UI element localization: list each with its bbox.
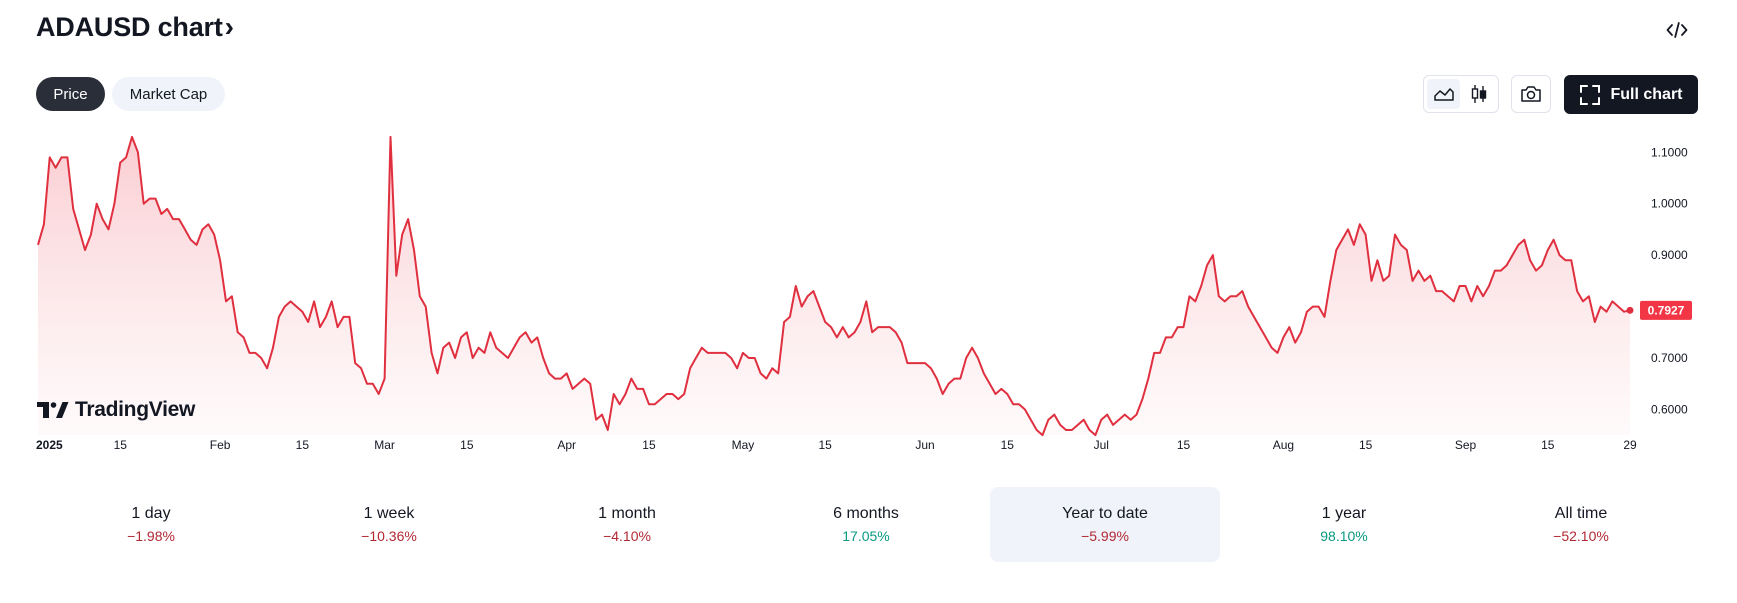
x-tick-label: 2025 <box>36 438 63 452</box>
period-all-time[interactable]: All time −52.10% <box>1466 487 1696 562</box>
x-tick-label: Aug <box>1273 438 1294 452</box>
tradingview-logo: TradingView <box>37 398 195 422</box>
period-change: −4.10% <box>603 528 651 544</box>
period-label: 1 month <box>598 505 656 522</box>
last-price-tag-bg <box>1640 300 1692 320</box>
period-change: −1.98% <box>127 528 175 544</box>
x-tick-label: May <box>732 438 755 452</box>
last-price-label: 0.7927 <box>1648 303 1685 317</box>
period-change: 17.05% <box>842 528 890 544</box>
period-change: −10.36% <box>361 528 417 544</box>
x-tick-label: 15 <box>296 438 310 452</box>
period-1-week[interactable]: 1 week −10.36% <box>274 487 504 562</box>
period-1-year[interactable]: 1 year 98.10% <box>1229 487 1459 562</box>
candlestick-button[interactable] <box>1462 79 1495 109</box>
area-chart-icon <box>1433 88 1454 101</box>
price-area-fill <box>38 136 1630 436</box>
embed-code-button[interactable] <box>1662 16 1692 44</box>
period-label: 6 months <box>833 505 899 522</box>
x-tick-label: 15 <box>460 438 474 452</box>
code-icon <box>1666 22 1688 38</box>
period-label: 1 week <box>363 505 415 522</box>
tab-price[interactable]: Price <box>36 77 105 111</box>
x-tick-label: Sep <box>1455 438 1477 452</box>
period-selector: 1 day −1.98% 1 week −10.36% 1 month −4.1… <box>36 487 1696 562</box>
y-tick-label: 0.7000 <box>1651 351 1688 365</box>
y-tick-label: 1.1000 <box>1651 145 1688 159</box>
period-1-day[interactable]: 1 day −1.98% <box>36 487 266 562</box>
x-axis: 2025 15 Feb 15 Mar 15 Apr 15 May 15 Jun 15 Jul 15 Aug 1… <box>36 438 1637 452</box>
period-change: −52.10% <box>1553 528 1609 544</box>
x-tick-label: Mar <box>374 438 395 452</box>
period-6-months[interactable]: 6 months 17.05% <box>751 487 981 562</box>
last-price-dot <box>1626 306 1634 314</box>
x-tick-label: 15 <box>1001 438 1015 452</box>
chart-title-link[interactable]: ADAUSD chart › <box>36 10 234 43</box>
tradingview-wordmark: TradingView <box>75 398 196 421</box>
camera-icon <box>1521 86 1541 102</box>
area-chart-button[interactable] <box>1427 79 1460 109</box>
page-title: ADAUSD chart <box>36 12 223 42</box>
period-1-month[interactable]: 1 month −4.10% <box>512 487 742 562</box>
x-tick-label: 15 <box>114 438 128 452</box>
x-tick-label: 15 <box>819 438 833 452</box>
period-label: Year to date <box>1062 505 1148 522</box>
chevron-right-icon: › <box>224 10 234 42</box>
x-tick-label: 15 <box>1541 438 1555 452</box>
period-change: 98.10% <box>1320 528 1368 544</box>
y-tick-label: 1.0000 <box>1651 197 1688 211</box>
tab-market-cap[interactable]: Market Cap <box>112 77 225 111</box>
x-tick-label: Apr <box>557 438 576 452</box>
period-label: 1 year <box>1321 505 1367 522</box>
full-chart-label: Full chart <box>1610 85 1683 103</box>
snapshot-button[interactable] <box>1511 75 1551 113</box>
fullscreen-icon <box>1580 84 1601 105</box>
tradingview-icon <box>37 402 69 418</box>
x-tick-label: Jun <box>915 438 934 452</box>
y-tick-label: 0.9000 <box>1651 248 1688 262</box>
x-tick-label: 29 <box>1623 438 1637 452</box>
candlestick-icon <box>1471 85 1486 103</box>
last-price-tag: 0.7927 <box>1626 300 1692 320</box>
x-tick-label: Jul <box>1094 438 1109 452</box>
y-tick-label: 0.6000 <box>1651 402 1688 416</box>
period-change: −5.99% <box>1081 528 1129 544</box>
x-tick-label: 15 <box>642 438 656 452</box>
price-series-line <box>37 135 1631 437</box>
x-tick-label: 15 <box>1177 438 1191 452</box>
x-tick-label: 15 <box>1359 438 1373 452</box>
period-year-to-date[interactable]: Year to date −5.99% <box>990 487 1220 562</box>
period-label: 1 day <box>131 505 171 522</box>
chart-style-toggle <box>1423 75 1499 113</box>
period-label: All time <box>1554 505 1608 522</box>
x-tick-label: Feb <box>210 438 231 452</box>
full-chart-button[interactable]: Full chart <box>1564 75 1698 114</box>
